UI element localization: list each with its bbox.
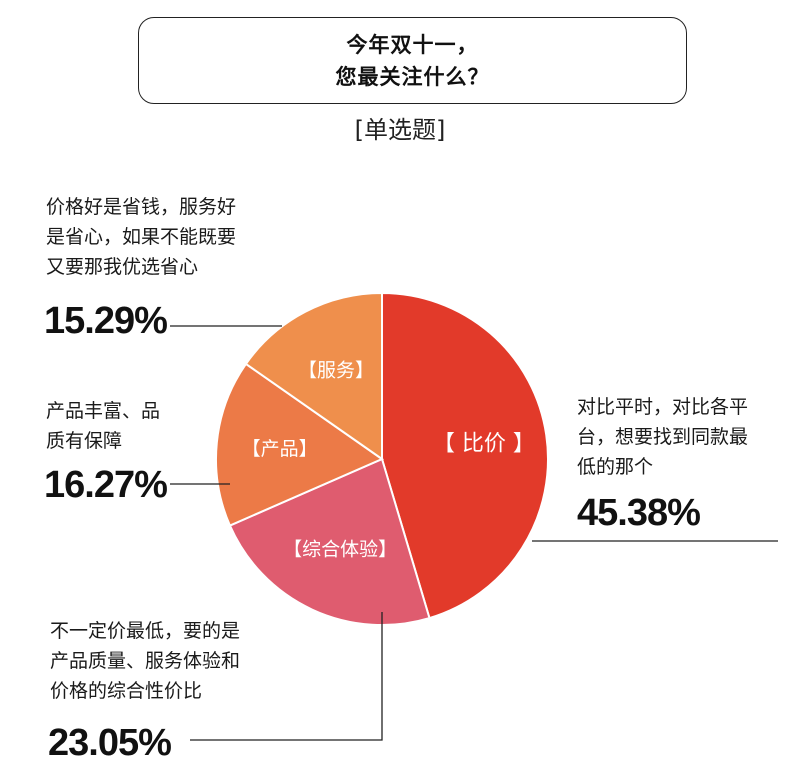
service-description: 价格好是省钱，服务好 是省心，如果不能既要 又要那我优选省心 <box>46 192 236 282</box>
overall-experience-slice <box>228 457 431 626</box>
overall-experience-leader-line <box>190 612 383 741</box>
price-compare-percent-label: 45.38% <box>577 492 701 534</box>
chart-title-line-1: 今年双十一， <box>346 32 479 57</box>
leader-lines <box>170 325 778 741</box>
chart-subtitle: [单选题] <box>354 116 446 144</box>
overall-experience-percent-label: 23.05% <box>48 722 172 764</box>
slice-labels: 【 比价 】【综合体验】 【产品】 【服务】 <box>242 360 535 561</box>
service-slice-label: 【服务】 <box>298 360 374 382</box>
overall-experience-description: 不一定价最低，要的是 产品质量、服务体验和 价格的综合性价比 <box>50 616 240 706</box>
price-compare-description: 对比平时，对比各平 台，想要找到同款最 低的那个 <box>577 392 748 482</box>
product-percent-label: 16.27% <box>44 464 168 506</box>
product-description-line: 质有保障 <box>46 430 123 452</box>
service-slice <box>244 291 383 461</box>
chart-title-line-2: 您最关注什么？ <box>335 64 490 89</box>
pie-slices <box>215 291 549 626</box>
service-description-line: 是省心，如果不能既要 <box>46 226 237 248</box>
overall-experience-description-line: 产品质量、服务体验和 <box>50 650 241 672</box>
price-compare-description-line: 对比平时，对比各平 <box>577 396 749 418</box>
title-box: 今年双十一， 您最关注什么？ <box>138 17 687 104</box>
product-description: 产品丰富、品 质有保障 <box>46 396 160 456</box>
price-compare-slice <box>381 291 549 620</box>
price-compare-description-line: 低的那个 <box>577 456 654 478</box>
product-slice-label: 【产品】 <box>242 438 318 460</box>
overall-experience-slice-label: 【综合体验】 <box>283 538 397 560</box>
product-slice <box>215 362 385 527</box>
service-percent-label: 15.29% <box>44 300 168 342</box>
service-description-line: 价格好是省钱，服务好 <box>46 196 237 218</box>
service-description-line: 又要那我优选省心 <box>46 256 199 278</box>
price-compare-slice-label: 【 比价 】 <box>433 432 535 457</box>
overall-experience-description-line: 价格的综合性价比 <box>50 680 203 702</box>
overall-experience-description-line: 不一定价最低，要的是 <box>50 620 241 642</box>
price-compare-description-line: 台，想要找到同款最 <box>577 426 749 448</box>
product-description-line: 产品丰富、品 <box>46 400 161 422</box>
